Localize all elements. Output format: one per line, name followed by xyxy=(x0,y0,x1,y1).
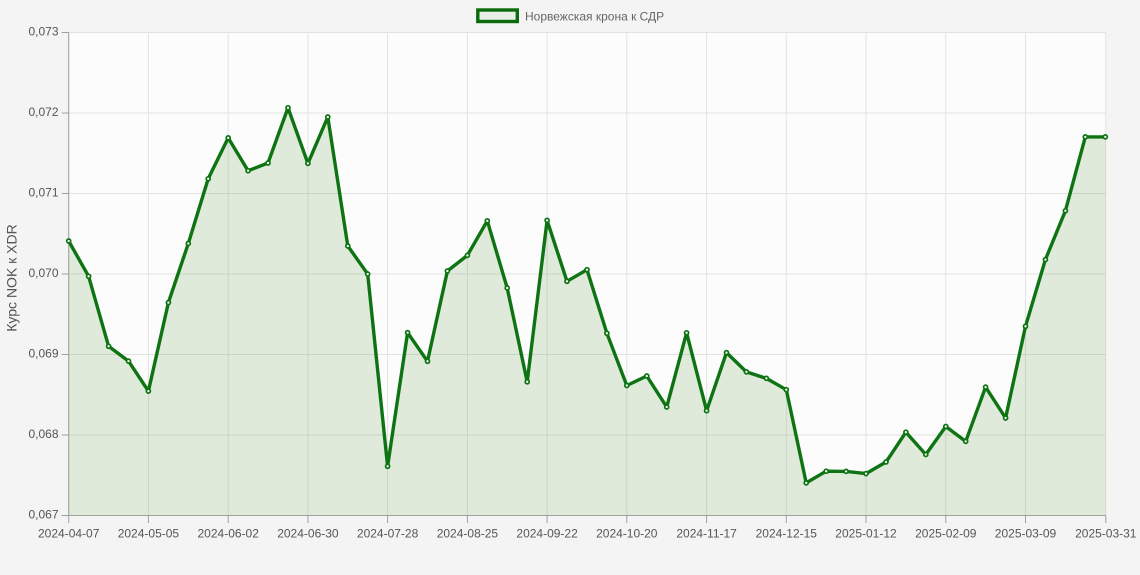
svg-text:2025-03-09: 2025-03-09 xyxy=(995,526,1057,540)
svg-text:2024-06-02: 2024-06-02 xyxy=(198,526,260,540)
svg-text:Курс NOK к XDR: Курс NOK к XDR xyxy=(4,224,20,331)
svg-text:0,072: 0,072 xyxy=(28,105,58,119)
svg-text:2024-06-30: 2024-06-30 xyxy=(277,526,339,540)
svg-text:0,068: 0,068 xyxy=(28,427,58,441)
svg-text:2024-11-17: 2024-11-17 xyxy=(676,526,737,540)
svg-text:Норвежская крона к СДР: Норвежская крона к СДР xyxy=(525,9,664,23)
svg-text:0,069: 0,069 xyxy=(28,347,58,361)
svg-text:2024-07-28: 2024-07-28 xyxy=(357,526,419,540)
svg-text:2025-03-31: 2025-03-31 xyxy=(1075,526,1137,540)
svg-text:2024-12-15: 2024-12-15 xyxy=(756,526,818,540)
svg-text:0,073: 0,073 xyxy=(28,25,58,39)
svg-text:2024-10-20: 2024-10-20 xyxy=(596,526,658,540)
svg-text:2025-01-12: 2025-01-12 xyxy=(835,526,897,540)
svg-text:2025-02-09: 2025-02-09 xyxy=(915,526,977,540)
svg-text:2024-05-05: 2024-05-05 xyxy=(118,526,180,540)
svg-text:2024-04-07: 2024-04-07 xyxy=(38,526,100,540)
svg-text:2024-09-22: 2024-09-22 xyxy=(516,526,578,540)
svg-text:0,071: 0,071 xyxy=(28,186,58,200)
svg-text:0,070: 0,070 xyxy=(28,266,58,280)
svg-text:2024-08-25: 2024-08-25 xyxy=(437,526,499,540)
svg-text:0,067: 0,067 xyxy=(28,508,58,522)
